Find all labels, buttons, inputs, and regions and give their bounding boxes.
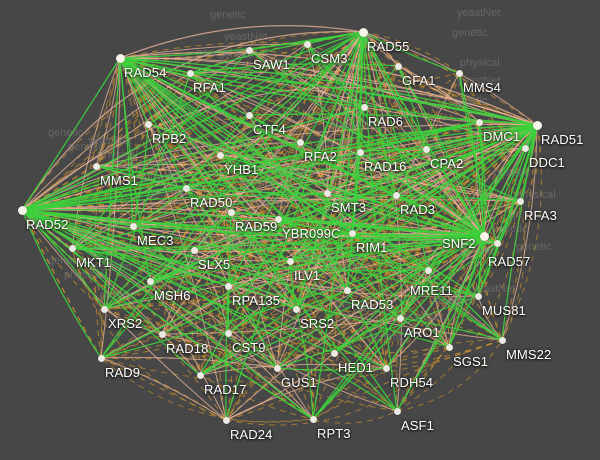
graph-node-gus1[interactable] [273,364,281,372]
graph-node-csm3[interactable] [303,40,311,48]
graph-node-cpa2[interactable] [422,145,430,153]
graph-node-aro1[interactable] [396,314,404,322]
graph-node-rfa2[interactable] [296,138,304,146]
graph-node-rad18[interactable] [158,330,166,338]
graph-node-rad24[interactable] [222,416,230,424]
graph-node-gfa1[interactable] [394,62,402,70]
graph-node-rad51[interactable] [532,120,542,130]
graph-node-rpa135[interactable] [224,282,232,290]
graph-node-srs2[interactable] [292,305,300,313]
graph-node-rad3[interactable] [392,191,400,199]
graph-node-rpb2[interactable] [144,120,152,128]
graph-node-dmc1[interactable] [475,118,483,126]
graph-node-rfa3[interactable] [516,197,524,205]
graph-node-slx5[interactable] [190,246,198,254]
graph-node-yhb1[interactable] [216,151,224,159]
graph-node-rad16[interactable] [356,148,364,156]
graph-node-rad59[interactable] [227,208,235,216]
graph-node-rad54[interactable] [115,53,125,63]
graph-node-rad50[interactable] [182,184,190,192]
graph-node-mkt1[interactable] [68,244,76,252]
graph-node-asf1[interactable] [393,407,401,415]
graph-node-mre11[interactable] [424,266,432,274]
graph-node-cst9[interactable] [224,329,232,337]
graph-node-rpt3[interactable] [309,415,317,423]
graph-node-rad9[interactable] [97,354,105,362]
graph-node-ilv1[interactable] [286,257,294,265]
graph-node-sgs1[interactable] [445,343,453,351]
graph-node-rad53[interactable] [343,286,351,294]
graph-node-rad52[interactable] [17,205,27,215]
graph-node-xrs2[interactable] [100,305,108,313]
graph-node-mms22[interactable] [498,336,506,344]
graph-node-saw1[interactable] [245,46,253,54]
graph-node-hed1[interactable] [330,349,338,357]
graph-node-snf2[interactable] [479,231,489,241]
graph-node-mms1[interactable] [92,162,100,170]
graph-node-rad17[interactable] [196,371,204,379]
graph-node-msh6[interactable] [146,277,154,285]
graph-node-mms4[interactable] [455,69,463,77]
graph-node-rad6[interactable] [360,103,368,111]
graph-node-rad55[interactable] [358,27,368,37]
graph-node-mec3[interactable] [129,222,137,230]
graph-node-mus81[interactable] [474,292,482,300]
graph-node-ddc1[interactable] [521,144,529,152]
graph-node-rfa1[interactable] [186,69,194,77]
graph-node-ybr099c[interactable] [274,215,282,223]
graph-node-rim1[interactable] [348,229,356,237]
graph-node-rad57[interactable] [493,239,501,247]
graph-node-smt3[interactable] [323,189,331,197]
graph-node-rdh54[interactable] [382,364,390,372]
graph-node-ctf4[interactable] [245,111,253,119]
